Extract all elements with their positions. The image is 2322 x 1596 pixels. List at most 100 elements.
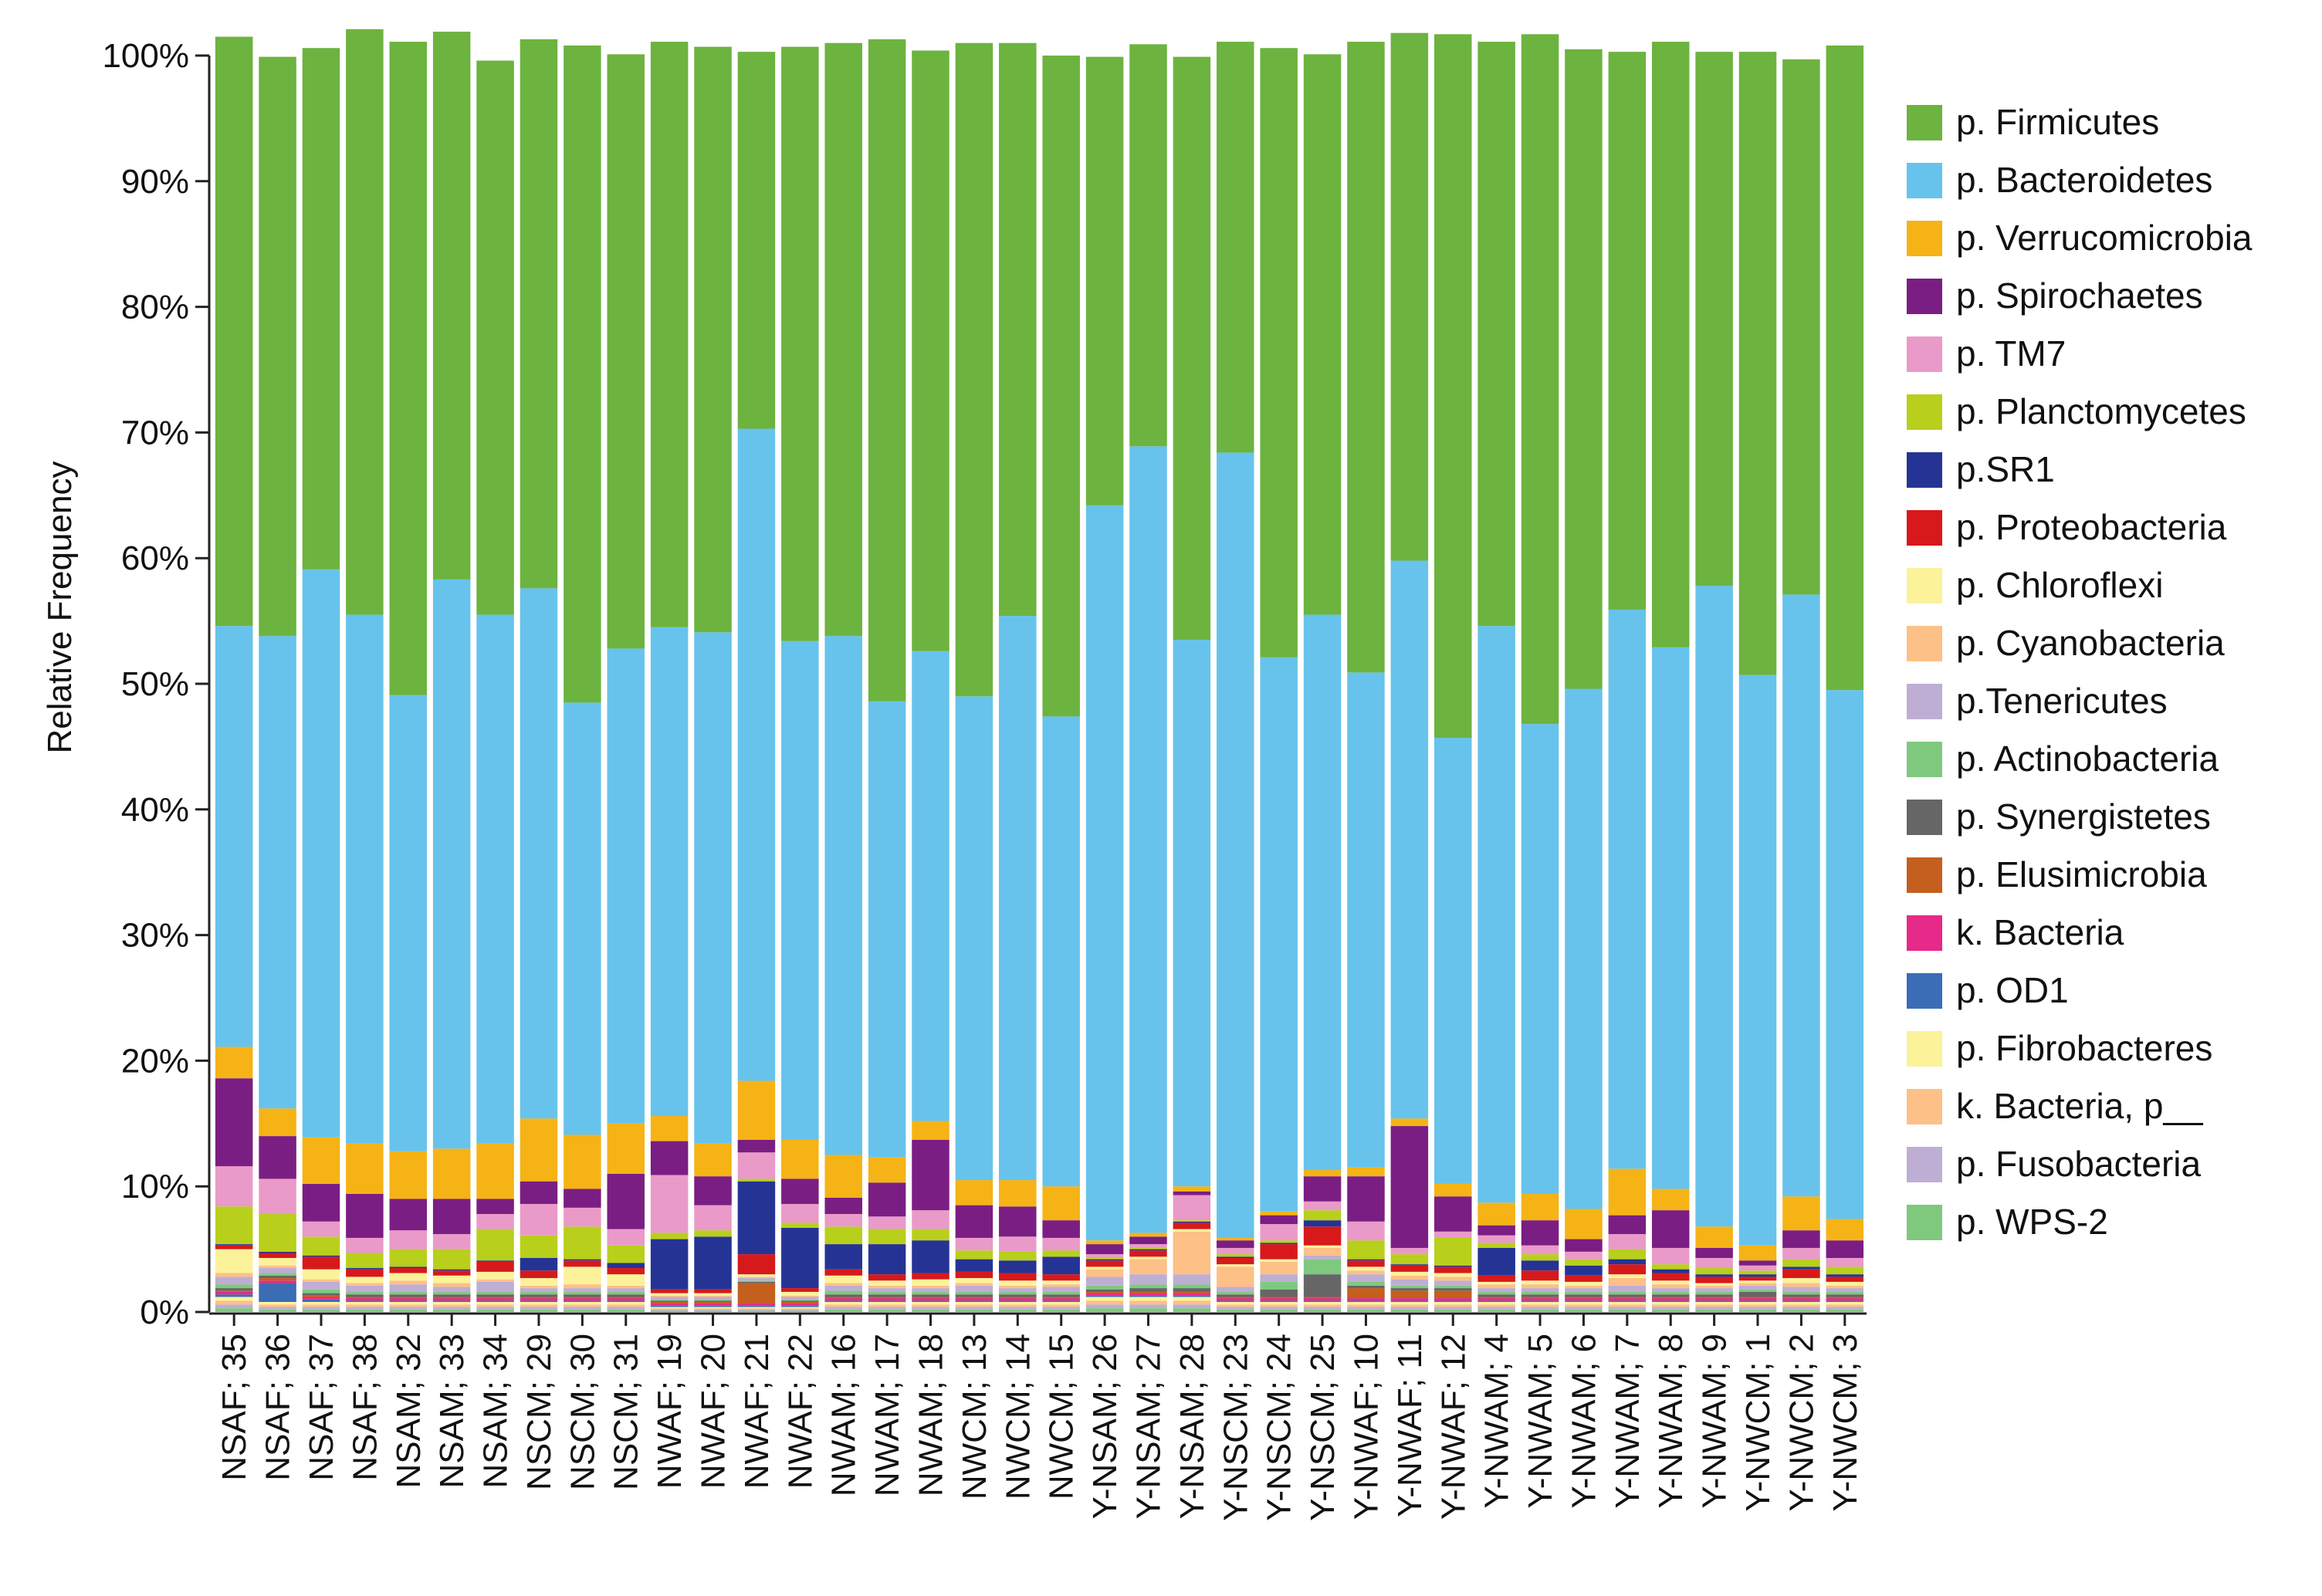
bar-segment: [302, 569, 340, 1138]
bar-segment: [1521, 1260, 1559, 1271]
bar-segment: [302, 1255, 340, 1257]
bar-segment: [346, 1276, 384, 1283]
bar-segment: [607, 1229, 645, 1246]
bar-segment: [520, 1285, 558, 1289]
bar-segment: [1390, 1301, 1429, 1305]
bar-segment: [1782, 1287, 1820, 1292]
bar-segment: [1565, 1307, 1603, 1310]
bar-segment: [694, 1236, 732, 1290]
legend-swatch: [1907, 857, 1942, 893]
bar-segment: [1477, 1307, 1515, 1310]
bar-segment: [824, 1301, 862, 1305]
bar-segment: [432, 1148, 471, 1199]
legend-swatch: [1907, 336, 1942, 372]
bar-segment: [1782, 1266, 1820, 1270]
bar-segment: [1826, 1298, 1864, 1301]
bar-segment: [1651, 1210, 1690, 1248]
bar-segment: [1565, 1294, 1603, 1297]
bar-segment: [607, 1285, 645, 1289]
bar-segment: [1085, 56, 1124, 506]
bar-segment: [346, 1297, 384, 1299]
bar-segment: [1695, 1226, 1733, 1248]
bar-segment: [1085, 1254, 1124, 1258]
bar-segment: [259, 636, 296, 1109]
x-tick-label: NWCM; 13: [956, 1334, 993, 1500]
legend-label: p. Proteobacteria: [1956, 507, 2227, 547]
bar-segment: [1217, 42, 1254, 453]
bar-segment: [1085, 1300, 1124, 1305]
bar-stack: [1565, 49, 1603, 1312]
legend-item: p. Synergistetes: [1907, 796, 2211, 837]
bar-segment: [1565, 1209, 1603, 1239]
x-tick-label: Y-NSAM; 28: [1173, 1334, 1211, 1519]
bar-segment: [1129, 1259, 1167, 1275]
bar-segment: [1347, 1176, 1385, 1222]
bar-segment: [694, 632, 732, 1144]
bar-segment: [999, 1260, 1037, 1273]
bar-segment: [1651, 1300, 1690, 1302]
bar-segment: [1260, 1240, 1298, 1243]
bar-segment: [1173, 1274, 1211, 1285]
bar-segment: [1477, 1309, 1515, 1312]
bar-segment: [564, 1134, 601, 1189]
bar-segment: [650, 1297, 689, 1300]
bar-segment: [302, 1293, 340, 1296]
bar-segment: [215, 1291, 253, 1295]
plot-area: [215, 29, 1864, 1312]
bar-segment: [1129, 1256, 1167, 1260]
bar-segment: [432, 1307, 471, 1310]
bar-segment: [955, 1300, 993, 1302]
bar-segment: [1738, 1265, 1777, 1271]
bar-segment: [1260, 1259, 1298, 1262]
bar-segment: [1303, 54, 1342, 615]
bar-segment: [302, 1221, 340, 1237]
bar-segment: [1217, 1240, 1254, 1248]
bar-segment: [1173, 1222, 1211, 1229]
bar-segment: [1042, 1186, 1080, 1221]
bar-segment: [1521, 1245, 1559, 1255]
bar-segment: [1042, 56, 1080, 717]
bar-segment: [259, 1309, 296, 1312]
bar-segment: [1260, 1224, 1298, 1241]
bar-segment: [346, 1301, 384, 1305]
bar-segment: [999, 1236, 1037, 1252]
bar-segment: [302, 1183, 340, 1222]
x-tick-label: NWAM; 18: [912, 1334, 950, 1496]
bar-segment: [650, 1175, 689, 1233]
bar-segment: [1738, 675, 1777, 1246]
bar-segment: [1347, 1307, 1385, 1310]
bar-segment: [607, 1309, 645, 1312]
bar-segment: [520, 1270, 558, 1279]
bar-segment: [389, 1307, 428, 1310]
bar-segment: [1826, 1291, 1864, 1295]
bar-segment: [1042, 1307, 1080, 1310]
bar-segment: [1826, 1288, 1864, 1292]
bar-segment: [955, 1237, 993, 1251]
bar-segment: [694, 1297, 732, 1300]
bar-segment: [1434, 1183, 1472, 1197]
bar-segment: [737, 1280, 776, 1282]
bar-segment: [999, 1291, 1037, 1295]
bar-segment: [432, 1234, 471, 1249]
legend-label: p. Planctomycetes: [1956, 391, 2246, 431]
bar-segment: [1565, 1309, 1603, 1312]
bar-segment: [912, 1300, 949, 1302]
bar-segment: [302, 1256, 340, 1270]
bar-segment: [215, 1245, 253, 1249]
bar-segment: [781, 1222, 819, 1228]
legend-item: p. WPS-2: [1907, 1202, 2108, 1242]
bar-segment: [1477, 1300, 1515, 1302]
x-tick-label: NSAF; 37: [303, 1334, 340, 1481]
bar-stack: [1217, 42, 1254, 1312]
bar-segment: [1042, 1220, 1080, 1238]
bar-segment: [346, 29, 384, 615]
bar-segment: [650, 1308, 689, 1310]
bar-segment: [1521, 1284, 1559, 1289]
bar-segment: [520, 1301, 558, 1305]
legend-label: p. Synergistetes: [1956, 796, 2211, 837]
bar-segment: [1826, 1266, 1864, 1275]
bar-segment: [999, 1206, 1037, 1237]
bar-segment: [476, 1143, 514, 1199]
legend-label: p.SR1: [1956, 449, 2055, 489]
bar-segment: [737, 1152, 776, 1179]
